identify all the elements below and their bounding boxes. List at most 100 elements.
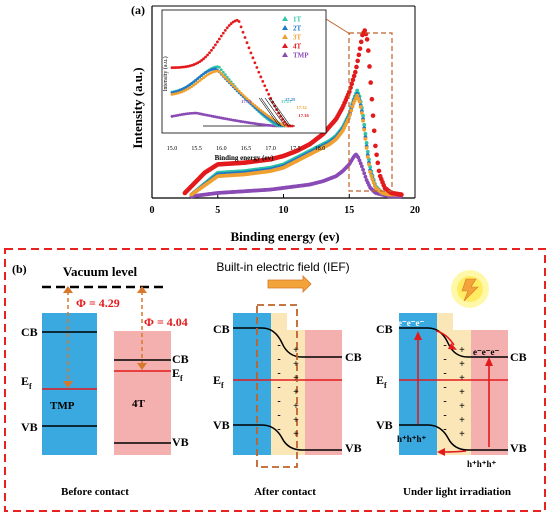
light-depletion-right [453, 330, 471, 455]
data-point [356, 96, 361, 101]
inset-point [194, 82, 198, 86]
positive-charge: + [293, 429, 299, 440]
inset-point [235, 88, 239, 91]
inset-point [217, 70, 221, 73]
inset-point [190, 85, 194, 88]
inset-point [202, 72, 205, 76]
main-x-tick-label: 20 [410, 205, 420, 216]
positive-charge: + [459, 401, 465, 412]
data-point [356, 155, 361, 160]
inset-point [249, 51, 253, 55]
negative-charge: - [277, 396, 280, 407]
main-x-tick-label: 5 [215, 205, 220, 216]
data-point [361, 118, 365, 123]
main-x-ticks: 0 5 10 15 20 [150, 194, 420, 216]
legend-label: 2T [293, 25, 302, 33]
ef-label-3: Ef [376, 373, 387, 390]
inset-point [259, 108, 263, 112]
inset-point [219, 72, 223, 75]
data-point [369, 173, 374, 178]
inset-series-3T [170, 69, 292, 128]
inset-cutoff-line [258, 97, 280, 127]
inset-point [217, 65, 221, 69]
holes-tmp: h⁺h⁺h⁺ [397, 434, 427, 444]
inset-x-tick-label: 15.5 [191, 146, 202, 152]
inset-point [269, 116, 273, 120]
negative-charge: - [277, 410, 280, 421]
data-point [362, 127, 367, 132]
inset-point [237, 20, 241, 23]
data-point [363, 131, 368, 136]
inset-point [243, 95, 247, 99]
caption-light-irradiation: Under light irradiation [403, 486, 511, 498]
inset-x-tick-label: 16.0 [216, 146, 227, 152]
inset-point [261, 110, 265, 114]
data-point [358, 105, 363, 109]
negative-charge: - [277, 368, 280, 379]
data-point [350, 104, 355, 109]
negative-charge: - [277, 424, 280, 435]
data-point [370, 113, 376, 118]
inset-point [257, 70, 261, 74]
inset-point [255, 66, 259, 69]
inset-point [198, 60, 202, 64]
inset-point [200, 77, 204, 81]
inset-point [221, 31, 225, 35]
positive-charge: + [459, 387, 465, 398]
phi-tmp-label: Φ = 4.29 [76, 296, 120, 310]
data-point [347, 89, 352, 95]
data-point [356, 52, 362, 58]
inset-point [202, 57, 205, 61]
inset-point [251, 102, 255, 106]
data-point [357, 99, 362, 104]
main-y-label: Intensity (a.u.) [130, 67, 145, 148]
inset-point [263, 84, 267, 88]
inset-point [188, 83, 192, 87]
ef-label-1: Ef [21, 374, 32, 391]
legend-marker [282, 34, 288, 39]
inset-point [186, 84, 190, 88]
vb-label-3r: VB [510, 441, 527, 455]
inset-point [251, 56, 255, 60]
inset-x-label: Binding energy (ev) [215, 154, 274, 162]
data-point [357, 158, 362, 163]
vb-label-1: VB [21, 420, 38, 434]
inset-x-tick-label: 17.0 [265, 146, 276, 152]
data-point [355, 88, 360, 93]
positive-charge: + [459, 359, 465, 370]
data-point [363, 136, 368, 141]
caption-after-contact: After contact [254, 486, 316, 498]
inset-y-label: Intensity (a.u.) [162, 56, 169, 91]
inset-point [208, 51, 211, 55]
inset-point [196, 77, 200, 80]
light-charges: - + - + - + - + - + - + - + [443, 340, 465, 440]
inset-point [233, 86, 237, 89]
ef-label-2: Ef [213, 373, 224, 390]
4t-band-block [114, 331, 171, 455]
inset-point [229, 22, 233, 25]
data-point [351, 73, 357, 79]
inset-point [198, 79, 202, 83]
inset-point [253, 104, 257, 107]
data-point [364, 140, 369, 145]
inset-point [200, 58, 204, 62]
cb-label-2r: CB [345, 350, 362, 364]
inset-point [247, 46, 251, 50]
data-point [375, 160, 381, 166]
data-point [358, 39, 364, 45]
inset-point [253, 61, 257, 65]
light-vb-curve [399, 424, 508, 451]
inset-point [229, 82, 233, 86]
data-point [376, 168, 382, 174]
inset-x-tick-label: 16.5 [241, 146, 252, 152]
inset-cutoff-label: 17.36 [298, 113, 309, 118]
after-tmp-block [233, 313, 271, 455]
positive-charge: + [293, 359, 299, 370]
data-point [355, 93, 360, 98]
inset-cutoff-label: 17.17 [281, 99, 292, 104]
inset-point [172, 66, 176, 70]
inset-point [241, 93, 245, 97]
data-point [350, 77, 356, 83]
inset-point [192, 111, 196, 115]
